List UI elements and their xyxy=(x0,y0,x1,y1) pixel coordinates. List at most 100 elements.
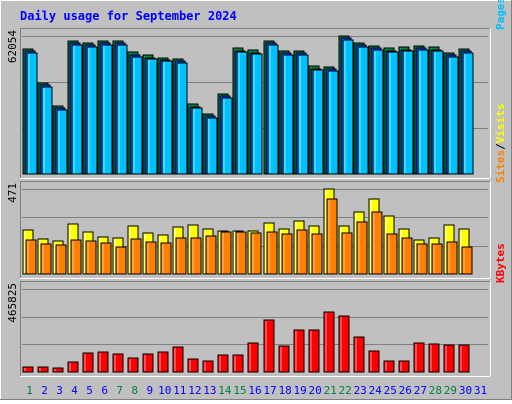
x-label-day-7: 7 xyxy=(116,384,123,397)
bar-sites-day-28 xyxy=(431,243,443,275)
bar-sites-day-22 xyxy=(341,232,353,275)
bar-highlight xyxy=(144,234,146,273)
bar-kbytes-day-17 xyxy=(263,319,275,373)
bar-highlight xyxy=(373,213,375,273)
bar-sites-day-7 xyxy=(115,246,127,275)
bar-highlight xyxy=(329,72,331,173)
bar-sites-day-1 xyxy=(25,239,37,275)
bar-highlight xyxy=(129,359,131,371)
bar-highlight xyxy=(313,235,315,273)
bar-highlight xyxy=(238,53,240,173)
bar-highlight xyxy=(159,353,161,371)
bar-kbytes-day-16 xyxy=(247,342,259,373)
bar-kbytes-day-5 xyxy=(82,352,94,373)
bar-highlight xyxy=(464,54,466,173)
bar-highlight xyxy=(237,233,239,273)
bar-highlight xyxy=(69,363,71,371)
bar-highlight xyxy=(430,239,432,273)
bar-highlight xyxy=(177,239,179,273)
bar-highlight xyxy=(385,217,387,273)
bar-sites-day-2 xyxy=(40,243,52,275)
bar-highlight xyxy=(174,348,176,371)
bar-sites-day-8 xyxy=(130,238,142,275)
bar-sites-day-10 xyxy=(160,242,172,275)
bar-kbytes-day-13 xyxy=(202,360,214,373)
bar-pages-day-14 xyxy=(221,97,233,175)
x-label-day-10: 10 xyxy=(158,384,171,397)
bar-highlight xyxy=(449,58,451,173)
bar-highlight xyxy=(418,245,420,273)
bar-highlight xyxy=(222,233,224,273)
bar-pages-day-20 xyxy=(312,69,324,175)
bar-pages-day-1 xyxy=(26,52,38,175)
bar-sites-day-23 xyxy=(356,221,368,275)
bar-highlight xyxy=(69,225,71,273)
bar-highlight xyxy=(189,360,191,371)
bar-highlight xyxy=(359,48,361,173)
bar-highlight xyxy=(208,119,210,173)
bar-highlight xyxy=(159,236,161,273)
bar-highlight xyxy=(162,244,164,273)
bar-kbytes-day-11 xyxy=(172,346,184,373)
bar-kbytes-day-10 xyxy=(157,351,169,373)
bar-pages-day-3 xyxy=(56,109,68,175)
x-label-day-9: 9 xyxy=(146,384,153,397)
bar-kbytes-day-4 xyxy=(67,361,79,373)
bar-highlight xyxy=(192,239,194,273)
x-label-day-26: 26 xyxy=(399,384,412,397)
bar-sites-day-30 xyxy=(461,246,473,275)
bar-highlight xyxy=(178,64,180,173)
bar-highlight xyxy=(252,234,254,273)
x-label-day-6: 6 xyxy=(101,384,108,397)
bar-highlight xyxy=(445,226,447,273)
bar-sites-day-6 xyxy=(100,242,112,275)
bar-highlight xyxy=(460,346,462,371)
bar-highlight xyxy=(249,344,251,371)
bar-pages-day-26 xyxy=(402,50,414,175)
y-axis-max-label: 471 xyxy=(6,183,19,203)
bar-highlight xyxy=(415,241,417,273)
bar-highlight xyxy=(445,346,447,371)
bar-highlight xyxy=(404,52,406,173)
bar-highlight xyxy=(299,56,301,173)
bar-highlight xyxy=(24,231,26,273)
bar-highlight xyxy=(448,243,450,273)
bar-highlight xyxy=(103,46,105,173)
bar-highlight xyxy=(57,246,59,273)
legend-item-visits: Visits xyxy=(494,104,507,144)
panel-kbytes: 465825 KBytes xyxy=(6,243,507,377)
bar-highlight xyxy=(314,71,316,173)
bar-sites-day-11 xyxy=(175,237,187,275)
bar-highlight xyxy=(207,237,209,273)
bar-kbytes-day-7 xyxy=(112,353,124,373)
bar-kbytes-day-12 xyxy=(187,358,199,373)
bar-pages-day-17 xyxy=(267,44,279,175)
bar-highlight xyxy=(133,58,135,173)
bar-highlight xyxy=(389,53,391,173)
bar-kbytes-day-26 xyxy=(398,360,410,373)
x-label-day-18: 18 xyxy=(278,384,291,397)
bar-kbytes-day-15 xyxy=(232,354,244,373)
x-label-day-21: 21 xyxy=(324,384,337,397)
bar-highlight xyxy=(219,232,221,273)
bar-highlight xyxy=(355,213,357,273)
bar-highlight xyxy=(28,54,30,173)
x-label-day-14: 14 xyxy=(218,384,232,397)
x-label-day-24: 24 xyxy=(369,384,383,397)
bar-kbytes-day-24 xyxy=(368,350,380,373)
bar-highlight xyxy=(39,368,41,371)
x-label-day-13: 13 xyxy=(203,384,216,397)
x-label-day-23: 23 xyxy=(354,384,367,397)
bar-highlight xyxy=(163,62,165,173)
bar-highlight xyxy=(265,321,267,371)
x-label-day-29: 29 xyxy=(444,384,457,397)
x-label-day-17: 17 xyxy=(263,384,276,397)
bar-highlight xyxy=(340,317,342,371)
bar-pages-day-15 xyxy=(236,51,248,175)
y-axis-max-label: 62054 xyxy=(6,30,19,63)
x-label-day-4: 4 xyxy=(71,384,78,397)
bar-highlight xyxy=(129,227,131,273)
bar-sites-day-9 xyxy=(145,241,157,275)
